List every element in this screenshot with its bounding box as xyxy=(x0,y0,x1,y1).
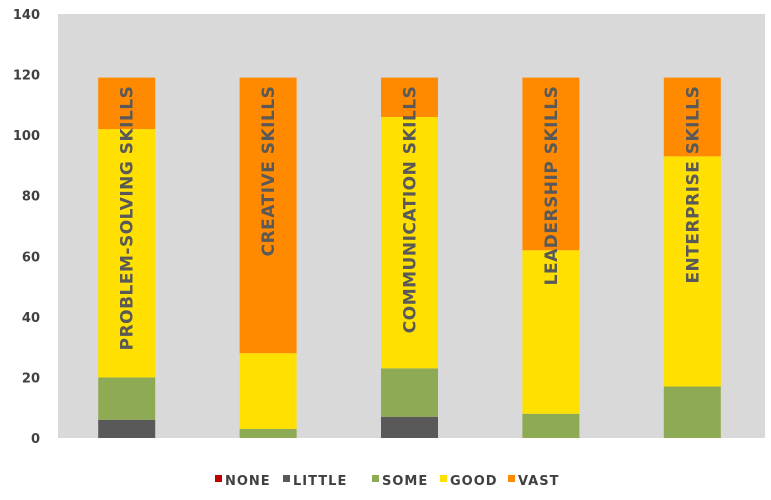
bar-segment-some xyxy=(239,428,297,438)
y-tick-label: 120 xyxy=(13,69,40,84)
bar-segment-vast xyxy=(522,77,580,251)
category-label: CREATIVE SKILLS xyxy=(259,86,279,257)
legend-swatch-none xyxy=(215,475,222,482)
legend-label-vast: VAST xyxy=(518,474,559,489)
y-tick-label: 40 xyxy=(22,311,40,326)
bar-segment-good xyxy=(239,353,297,429)
category-label: LEADERSHIP SKILLS xyxy=(542,86,562,286)
bar-segment-good xyxy=(381,116,438,369)
bars xyxy=(98,77,721,438)
bar-segment-some xyxy=(381,368,438,417)
y-tick-label: 80 xyxy=(22,190,40,205)
y-axis: 0 20 40 60 80 100 120 140 xyxy=(13,8,40,447)
bar-segment-some xyxy=(522,413,580,438)
category-label: PROBLEM-SOLVING SKILLS xyxy=(118,86,138,351)
y-tick-label: 20 xyxy=(22,371,40,386)
bar-segment-vast xyxy=(663,77,721,157)
category-label: ENTERPRISE SKILLS xyxy=(683,86,703,284)
legend-label-none: NONE xyxy=(225,474,271,489)
legend-swatch-some xyxy=(372,475,379,482)
bar-segment-some xyxy=(98,377,156,420)
category-label: COMMUNICATION SKILLS xyxy=(401,86,421,334)
bar-segment-vast xyxy=(381,77,438,117)
legend-swatch-little xyxy=(283,475,290,482)
legend-label-little: LITTLE xyxy=(293,474,347,489)
bar-segment-good xyxy=(98,129,156,378)
legend: NONE LITTLE SOME GOOD VAST xyxy=(215,474,559,489)
category-labels: PROBLEM-SOLVING SKILLS CREATIVE SKILLS COM… xyxy=(118,86,704,351)
bar-segment-some xyxy=(663,386,721,438)
bar-segment-good xyxy=(663,156,721,387)
y-tick-label: 140 xyxy=(13,8,40,23)
y-tick-label: 60 xyxy=(22,250,40,265)
bar-segment-vast xyxy=(239,77,297,354)
bar-segment-little xyxy=(98,419,156,438)
legend-swatch-good xyxy=(440,475,447,482)
bar-segment-little xyxy=(381,416,438,438)
legend-swatch-vast xyxy=(508,475,515,482)
legend-label-good: GOOD xyxy=(450,474,498,489)
y-tick-label: 0 xyxy=(31,432,40,447)
bar-segment-vast xyxy=(98,77,156,130)
y-tick-label: 100 xyxy=(13,129,40,144)
legend-label-some: SOME xyxy=(382,474,428,489)
bar-segment-good xyxy=(522,250,580,414)
